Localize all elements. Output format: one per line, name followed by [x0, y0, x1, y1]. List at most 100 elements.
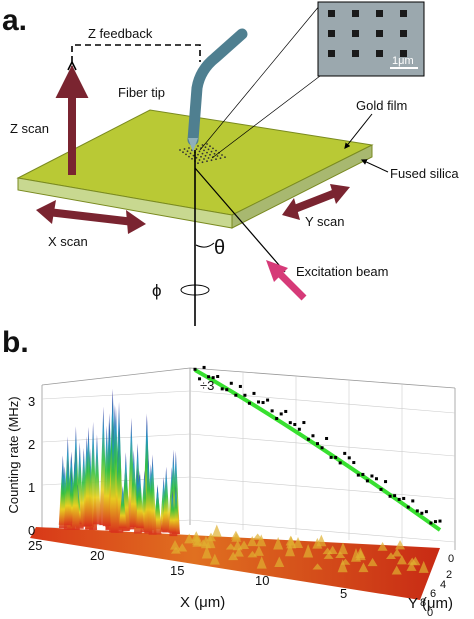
sem-hole — [328, 10, 335, 17]
grid-line — [189, 519, 456, 543]
ripple — [392, 548, 403, 557]
point — [293, 423, 297, 427]
peak — [102, 425, 111, 527]
axis-line — [189, 367, 456, 389]
z-tick-label: 1 — [28, 480, 35, 495]
x-tick-label: 5 — [340, 586, 347, 601]
ripple — [273, 536, 284, 550]
point — [302, 421, 306, 425]
point — [343, 451, 347, 455]
hole — [221, 154, 223, 156]
point — [370, 474, 374, 478]
hole — [203, 149, 205, 152]
axis-line — [41, 367, 191, 386]
point — [356, 473, 360, 477]
fiber-tip — [188, 138, 198, 152]
point — [388, 494, 392, 498]
ripple — [335, 551, 346, 559]
hole — [206, 151, 208, 154]
sem-hole — [376, 50, 383, 57]
y-scan-arrow — [290, 188, 340, 214]
hole — [188, 155, 190, 158]
point — [402, 496, 406, 500]
point — [284, 409, 288, 413]
sem-hole — [400, 10, 407, 17]
ripple — [286, 536, 297, 549]
point — [429, 521, 433, 525]
fused-silica-pointer — [360, 159, 389, 173]
point — [211, 376, 215, 380]
point — [420, 511, 424, 515]
hole — [201, 144, 204, 146]
fiber — [187, 28, 248, 146]
y-scan-head — [330, 184, 350, 204]
y-tick-label: 0 — [448, 553, 454, 565]
peak — [71, 448, 80, 531]
sem-hole — [400, 30, 407, 37]
sem-holes — [328, 10, 407, 57]
hole — [183, 148, 186, 150]
beam-line — [194, 167, 286, 273]
sem-hole — [376, 10, 383, 17]
ripple — [170, 539, 181, 550]
data-points — [193, 365, 442, 525]
hole — [191, 157, 193, 160]
sem-hole — [352, 50, 359, 57]
ripple — [312, 563, 323, 570]
substrate-side — [231, 144, 373, 229]
ripple — [228, 551, 239, 561]
point — [433, 520, 437, 524]
excitation-head — [266, 260, 288, 282]
ripple — [367, 557, 378, 567]
point — [365, 479, 369, 483]
hole — [210, 150, 213, 153]
excitation-arrow — [275, 269, 307, 301]
point — [397, 497, 401, 501]
point — [193, 367, 197, 371]
y-scan-head — [282, 198, 300, 220]
point — [270, 409, 274, 413]
gold-film-pointer — [344, 113, 373, 149]
peak — [63, 459, 72, 526]
ripple — [256, 556, 267, 569]
hole — [195, 156, 198, 159]
hole — [213, 152, 216, 155]
peak — [92, 434, 101, 525]
ripple — [406, 561, 417, 571]
y-tick-label: 6 — [430, 588, 436, 600]
point — [234, 393, 238, 397]
ripple — [209, 553, 220, 565]
sem-hole — [328, 50, 335, 57]
hole — [215, 149, 217, 152]
point — [415, 509, 419, 513]
grid-line — [189, 476, 456, 500]
zoom-line — [199, 4, 321, 151]
point — [334, 455, 338, 459]
hole — [224, 156, 226, 159]
surface-floor — [30, 527, 440, 600]
point — [247, 401, 251, 405]
hole — [209, 145, 211, 148]
z-tick-label: 3 — [28, 394, 35, 409]
point — [252, 391, 256, 395]
peak — [162, 466, 171, 533]
feedback-arrow — [67, 61, 77, 71]
point — [198, 377, 202, 381]
peak — [129, 449, 138, 527]
ripple — [312, 537, 323, 549]
feedback-loop — [71, 44, 201, 72]
hole — [219, 157, 222, 160]
ripple — [211, 524, 222, 538]
peak — [168, 490, 177, 533]
scale-bar-label: 1μm — [392, 55, 414, 67]
ripple — [205, 532, 216, 542]
point — [202, 365, 206, 369]
point — [438, 519, 442, 523]
ripple — [184, 533, 195, 544]
ripple — [225, 543, 236, 550]
sem-hole — [352, 10, 359, 17]
sem-hole — [328, 30, 335, 37]
grid-line — [189, 433, 456, 457]
gold-film-label: Gold film — [356, 98, 407, 113]
